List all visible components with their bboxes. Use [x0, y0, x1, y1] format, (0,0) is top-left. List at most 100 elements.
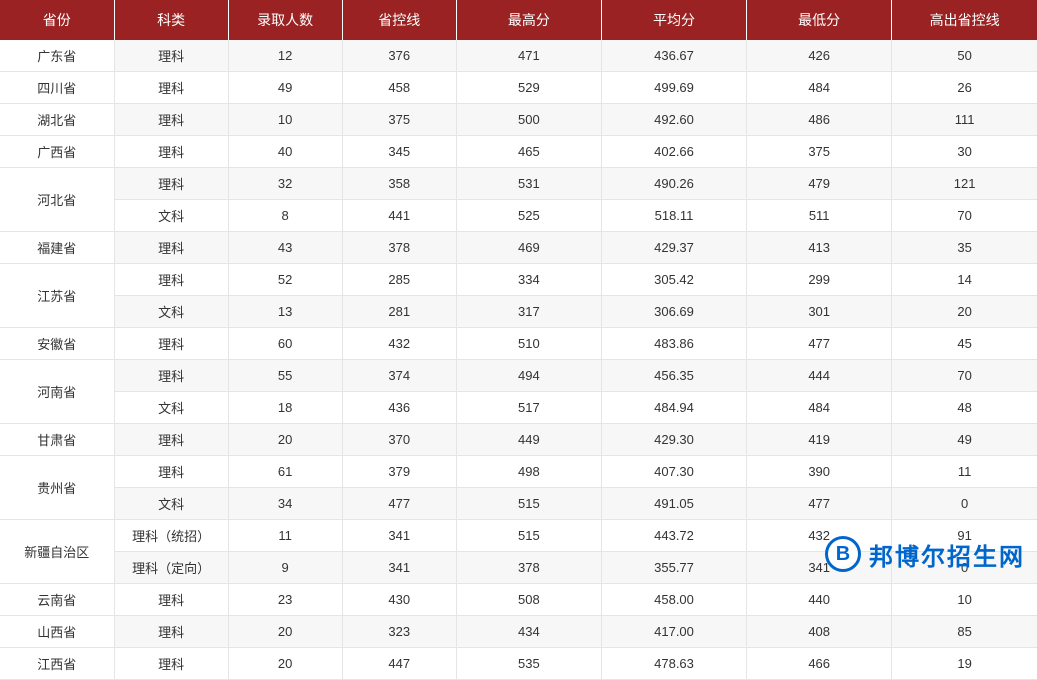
cell-avg: 305.42 [601, 264, 746, 296]
table-row: 文科34477515491.054770 [0, 488, 1037, 520]
cell-above: 111 [892, 104, 1037, 136]
cell-avg: 306.69 [601, 296, 746, 328]
cell-cutoff: 341 [342, 552, 456, 584]
cell-above: 10 [892, 584, 1037, 616]
cell-above: 0 [892, 488, 1037, 520]
cell-admitted: 52 [228, 264, 342, 296]
cell-admitted: 10 [228, 104, 342, 136]
cell-subject: 理科 [114, 648, 228, 680]
table-row: 江西省理科20447535478.6346619 [0, 648, 1037, 680]
cell-admitted: 18 [228, 392, 342, 424]
cell-cutoff: 358 [342, 168, 456, 200]
table-row: 广西省理科40345465402.6637530 [0, 136, 1037, 168]
cell-cutoff: 430 [342, 584, 456, 616]
cell-avg: 417.00 [601, 616, 746, 648]
cell-max: 510 [456, 328, 601, 360]
cell-admitted: 23 [228, 584, 342, 616]
table-row: 文科8441525518.1151170 [0, 200, 1037, 232]
table-row: 安徽省理科60432510483.8647745 [0, 328, 1037, 360]
cell-cutoff: 281 [342, 296, 456, 328]
cell-province: 贵州省 [0, 456, 114, 520]
cell-subject: 理科 [114, 424, 228, 456]
cell-admitted: 32 [228, 168, 342, 200]
cell-subject: 理科 [114, 328, 228, 360]
cell-cutoff: 374 [342, 360, 456, 392]
cell-max: 515 [456, 520, 601, 552]
cell-cutoff: 378 [342, 232, 456, 264]
cell-above: 26 [892, 72, 1037, 104]
cell-max: 469 [456, 232, 601, 264]
table-row: 福建省理科43378469429.3741335 [0, 232, 1037, 264]
cell-avg: 484.94 [601, 392, 746, 424]
cell-admitted: 34 [228, 488, 342, 520]
cell-subject: 理科 [114, 264, 228, 296]
cell-admitted: 20 [228, 616, 342, 648]
cell-province: 福建省 [0, 232, 114, 264]
cell-min: 426 [747, 40, 892, 72]
cell-min: 477 [747, 488, 892, 520]
cell-admitted: 49 [228, 72, 342, 104]
cell-min: 484 [747, 392, 892, 424]
cell-cutoff: 458 [342, 72, 456, 104]
cell-subject: 理科 [114, 616, 228, 648]
cell-subject: 理科（定向） [114, 552, 228, 584]
cell-cutoff: 379 [342, 456, 456, 488]
column-header-max: 最高分 [456, 0, 601, 40]
column-header-min: 最低分 [747, 0, 892, 40]
cell-admitted: 8 [228, 200, 342, 232]
cell-cutoff: 375 [342, 104, 456, 136]
cell-max: 517 [456, 392, 601, 424]
cell-subject: 文科 [114, 488, 228, 520]
cell-cutoff: 341 [342, 520, 456, 552]
cell-avg: 491.05 [601, 488, 746, 520]
column-header-province: 省份 [0, 0, 114, 40]
cell-province: 四川省 [0, 72, 114, 104]
watermark-logo-icon: B [825, 536, 861, 572]
cell-max: 465 [456, 136, 601, 168]
table-row: 文科18436517484.9448448 [0, 392, 1037, 424]
cell-max: 529 [456, 72, 601, 104]
cell-cutoff: 345 [342, 136, 456, 168]
cell-subject: 理科 [114, 360, 228, 392]
cell-subject: 理科 [114, 72, 228, 104]
cell-max: 525 [456, 200, 601, 232]
cell-admitted: 60 [228, 328, 342, 360]
cell-cutoff: 376 [342, 40, 456, 72]
cell-admitted: 13 [228, 296, 342, 328]
cell-above: 20 [892, 296, 1037, 328]
cell-cutoff: 477 [342, 488, 456, 520]
table-body: 广东省理科12376471436.6742650四川省理科49458529499… [0, 40, 1037, 680]
cell-min: 511 [747, 200, 892, 232]
cell-min: 486 [747, 104, 892, 136]
cell-avg: 490.26 [601, 168, 746, 200]
cell-min: 466 [747, 648, 892, 680]
table-row: 河北省理科32358531490.26479121 [0, 168, 1037, 200]
watermark: B 邦博尔招生网 [825, 536, 1025, 572]
column-header-admitted: 录取人数 [228, 0, 342, 40]
cell-cutoff: 370 [342, 424, 456, 456]
cell-subject: 理科 [114, 456, 228, 488]
cell-min: 299 [747, 264, 892, 296]
table-row: 广东省理科12376471436.6742650 [0, 40, 1037, 72]
cell-max: 494 [456, 360, 601, 392]
cell-avg: 443.72 [601, 520, 746, 552]
column-header-above: 高出省控线 [892, 0, 1037, 40]
table-row: 湖北省理科10375500492.60486111 [0, 104, 1037, 136]
cell-max: 434 [456, 616, 601, 648]
cell-above: 19 [892, 648, 1037, 680]
cell-admitted: 12 [228, 40, 342, 72]
cell-subject: 理科 [114, 232, 228, 264]
cell-avg: 492.60 [601, 104, 746, 136]
cell-min: 444 [747, 360, 892, 392]
cell-max: 378 [456, 552, 601, 584]
table-row: 贵州省理科61379498407.3039011 [0, 456, 1037, 488]
cell-admitted: 61 [228, 456, 342, 488]
cell-max: 515 [456, 488, 601, 520]
cell-min: 419 [747, 424, 892, 456]
table-row: 山西省理科20323434417.0040885 [0, 616, 1037, 648]
cell-province: 新疆自治区 [0, 520, 114, 584]
column-header-cutoff: 省控线 [342, 0, 456, 40]
cell-province: 山西省 [0, 616, 114, 648]
cell-above: 45 [892, 328, 1037, 360]
cell-subject: 理科 [114, 40, 228, 72]
